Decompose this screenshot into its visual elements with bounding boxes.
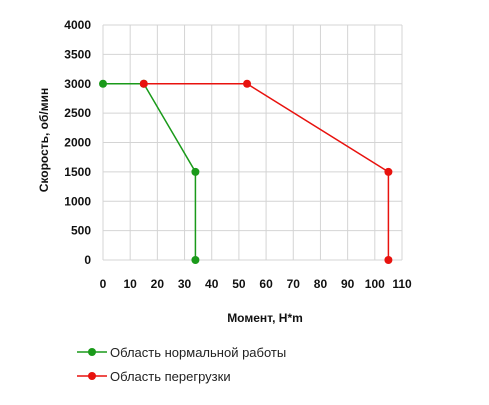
- x-tick-label: 60: [259, 277, 273, 291]
- x-tick-label: 10: [124, 277, 138, 291]
- data-point: [384, 256, 393, 264]
- series-line-1: [103, 83, 197, 260]
- x-tick-label: 30: [178, 277, 192, 291]
- legend: Область нормальной работы Область перегру…: [77, 345, 286, 384]
- x-tick-label: 80: [314, 277, 328, 291]
- y-tick-label: 0: [84, 253, 91, 267]
- grid: [102, 24, 403, 261]
- data-point: [243, 79, 252, 88]
- legend-label: Область нормальной работы: [110, 345, 286, 360]
- series-group: [99, 79, 393, 264]
- legend-marker: [88, 372, 96, 380]
- y-axis-label: Скорость, об/мин: [37, 88, 51, 193]
- x-tick-label: 0: [100, 277, 107, 291]
- y-tick-label: 1500: [64, 165, 91, 179]
- data-point: [99, 79, 107, 88]
- x-tick-label: 90: [341, 277, 355, 291]
- data-point: [191, 256, 200, 264]
- data-point: [191, 167, 200, 176]
- x-axis-label: Момент, Н*m: [227, 311, 303, 325]
- y-tick-label: 2000: [64, 136, 91, 150]
- legend-marker: [88, 348, 96, 356]
- y-tick-label: 4000: [64, 18, 91, 32]
- x-tick-label: 40: [205, 277, 219, 291]
- y-tick-label: 3000: [64, 77, 91, 91]
- y-tick-label: 2500: [64, 106, 91, 120]
- x-tick-label: 70: [287, 277, 301, 291]
- data-point: [139, 79, 148, 88]
- x-tick-label: 110: [392, 277, 412, 291]
- x-axis-ticks: 0 10 20 30 40 50 60 70 80 90 100 110: [100, 277, 412, 291]
- series-line-2: [143, 83, 390, 260]
- data-point: [384, 167, 393, 176]
- y-tick-label: 1000: [64, 194, 91, 208]
- x-tick-label: 100: [365, 277, 385, 291]
- x-tick-label: 50: [232, 277, 246, 291]
- y-tick-label: 500: [71, 224, 91, 238]
- x-tick-label: 20: [151, 277, 165, 291]
- legend-label: Область перегрузки: [110, 369, 231, 384]
- y-tick-label: 3500: [64, 47, 91, 61]
- y-axis-ticks: 0 500 1000 1500 2000 2500 3000 3500 4000: [64, 18, 91, 267]
